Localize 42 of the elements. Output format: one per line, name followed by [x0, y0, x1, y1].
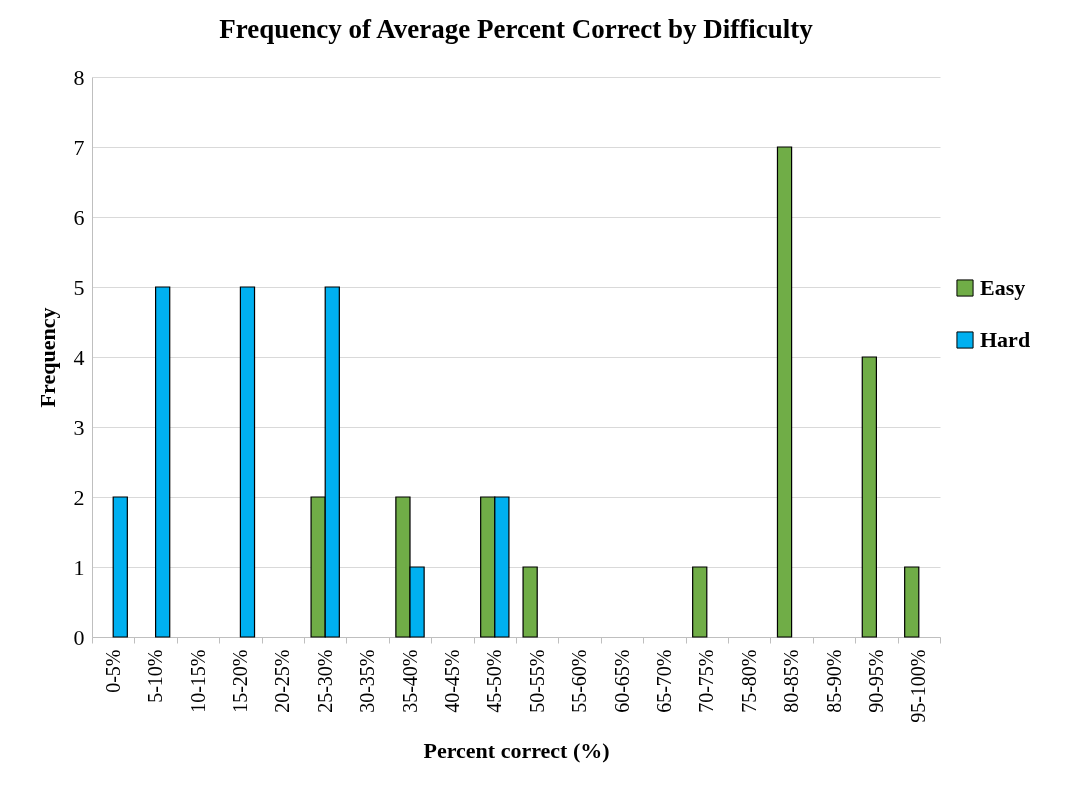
x-tick-label: 30-35%	[356, 649, 379, 713]
x-tick-label: 90-95%	[864, 649, 887, 713]
bar	[904, 566, 920, 638]
x-tick-label: 35-40%	[398, 649, 421, 713]
x-tick-label: 40-45%	[440, 649, 463, 713]
x-tick-label: 15-20%	[228, 649, 251, 713]
x-tick-label: 0-5%	[101, 649, 124, 693]
y-tick-label: 3	[73, 414, 85, 440]
bar	[155, 286, 171, 638]
x-tick-label: 25-30%	[313, 649, 336, 713]
x-tick-label: 55-60%	[568, 649, 591, 713]
x-axis-title: Percent correct (%)	[423, 737, 610, 763]
x-tick-label: 5-10%	[144, 649, 167, 703]
bar	[692, 566, 708, 638]
x-tick-label: 95-100%	[907, 649, 930, 723]
bar	[861, 356, 877, 638]
bar	[776, 146, 793, 638]
bar	[239, 286, 256, 638]
x-tick-label: 70-75%	[695, 649, 718, 713]
y-tick-label: 7	[73, 134, 85, 160]
bar	[522, 566, 538, 638]
x-tick-label: 75-80%	[737, 649, 760, 713]
y-axis-title: Frequency	[34, 307, 60, 408]
x-tick-label: 50-55%	[525, 649, 548, 713]
legend-label: Easy	[980, 275, 1026, 300]
bar	[112, 496, 128, 638]
x-tick-label: 20-25%	[271, 649, 294, 713]
y-tick-label: 0	[73, 624, 85, 650]
legend-label: Hard	[980, 327, 1031, 352]
y-tick-label: 4	[73, 344, 85, 370]
x-tick-label: 45-50%	[483, 649, 506, 713]
chart-title: Frequency of Average Percent Correct by Difficulty	[219, 14, 814, 44]
y-tick-label: 8	[73, 64, 85, 90]
x-tick-label: 85-90%	[822, 649, 845, 713]
y-tick-label: 1	[73, 554, 85, 580]
x-tick-label: 65-70%	[652, 649, 675, 713]
y-tick-label: 5	[73, 274, 85, 300]
x-tick-label: 80-85%	[780, 649, 803, 713]
y-tick-label: 6	[73, 204, 85, 230]
x-tick-label: 60-65%	[610, 649, 633, 713]
x-tick-label: 10-15%	[186, 649, 209, 713]
y-tick-label: 2	[73, 484, 85, 510]
